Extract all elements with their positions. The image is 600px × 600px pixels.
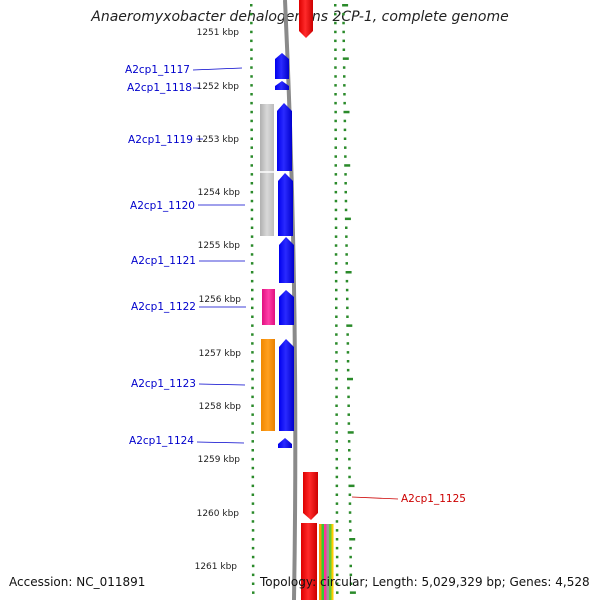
topology-text: Topology: circular; Length: 5,029,329 bp… <box>260 575 590 589</box>
cds-a2cp1-1117 <box>275 53 289 79</box>
feature-magenta-bar <box>262 289 275 325</box>
cds-a2cp1-1123 <box>279 339 294 431</box>
gene-label-a2cp1-1119: A2cp1_1119 <box>128 134 193 146</box>
genome-backbone <box>283 0 298 600</box>
gene-label-a2cp1-1117: A2cp1_1117 <box>125 64 190 76</box>
tick-label: 1255 kbp <box>198 241 241 251</box>
feature-orange-bar <box>261 339 275 431</box>
cds-a2cp1-1125 <box>303 472 318 520</box>
tick-label: 1252 kbp <box>197 82 240 92</box>
cds-a2cp1-1124 <box>278 438 292 448</box>
accession-text: Accession: NC_011891 <box>9 575 146 589</box>
gc-skew-stripes <box>319 524 334 600</box>
cds-bottom-red <box>301 523 317 600</box>
gene-label-a2cp1-1122: A2cp1_1122 <box>131 301 196 313</box>
gene-label-a2cp1-1125: A2cp1_1125 <box>401 493 466 505</box>
scale-ticks: 1251 kbp 1252 kbp 1253 kbp 1254 kbp 1255… <box>195 28 242 572</box>
ring-dots <box>250 4 356 594</box>
tick-label: 1261 kbp <box>195 562 238 572</box>
cds-a2cp1-1120 <box>278 173 293 236</box>
reverse-cds-track <box>299 0 318 600</box>
tick-label: 1257 kbp <box>199 349 242 359</box>
tick-label: 1256 kbp <box>199 295 242 305</box>
tick-label: 1254 kbp <box>198 188 241 198</box>
cds-a2cp1-1118 <box>275 81 289 90</box>
forward-cds-track <box>275 53 294 448</box>
gene-label-a2cp1-1121: A2cp1_1121 <box>131 255 196 267</box>
gene-label-a2cp1-1124: A2cp1_1124 <box>129 435 194 447</box>
gene-label-a2cp1-1118: A2cp1_1118 <box>127 82 192 94</box>
tick-label: 1253 kbp <box>197 135 240 145</box>
gene-label-a2cp1-1123: A2cp1_1123 <box>131 378 196 390</box>
tick-label: 1251 kbp <box>197 28 240 38</box>
cds-a2cp1-1119 <box>277 103 292 171</box>
gene-label-a2cp1-1120: A2cp1_1120 <box>130 200 195 212</box>
cds-a2cp1-1122 <box>279 290 294 325</box>
tick-label: 1260 kbp <box>197 509 240 519</box>
cds-top-red <box>299 0 313 38</box>
feature-gray-bar <box>260 104 274 236</box>
tick-label: 1259 kbp <box>198 455 241 465</box>
gene-labels: A2cp1_1117 A2cp1_1118 A2cp1_1119 A2cp1_1… <box>125 64 466 505</box>
cds-a2cp1-1121 <box>279 237 294 283</box>
tick-label: 1258 kbp <box>199 402 242 412</box>
